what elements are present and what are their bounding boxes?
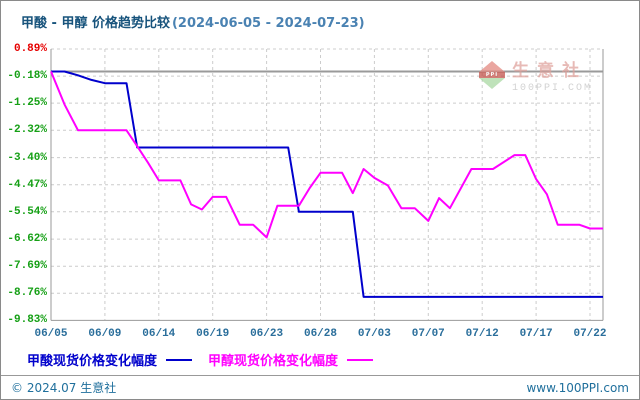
x-axis-label: 06/05	[34, 328, 68, 340]
brand-diamond-icon: PPI	[479, 61, 505, 89]
watermark-site: 100PPI.COM	[512, 83, 593, 94]
logo-bottom-triangle-icon	[479, 78, 505, 89]
legend: 甲酸现货价格变化幅度 甲醇现货价格变化幅度	[27, 350, 374, 369]
x-axis-label: 07/22	[573, 328, 607, 340]
x-axis-label: 06/23	[250, 328, 284, 340]
legend-label-formic-acid: 甲酸现货价格变化幅度	[27, 354, 158, 369]
formic-acid-line	[51, 70, 603, 298]
y-axis-label: 0.89%	[13, 43, 47, 55]
x-axis-label: 06/14	[142, 328, 176, 340]
y-axis-label: -2.32%	[7, 124, 47, 137]
y-axis-label: -6.62%	[7, 233, 47, 246]
chart-title-daterange: (2024-06-05 - 2024-07-23)	[171, 16, 365, 31]
footer-site-url: www.100PPI.com	[526, 380, 629, 395]
x-axis-label: 07/07	[411, 328, 445, 340]
chart-title-text: 甲酸 - 甲醇 价格趋势比较	[21, 16, 170, 31]
y-axis-label: -7.69%	[7, 260, 47, 273]
watermark: PPI 生意社 100PPI.COM	[479, 56, 592, 94]
chart-title: 甲酸 - 甲醇 价格趋势比较 (2024-06-05 - 2024-07-23)	[21, 12, 365, 31]
footer-bar: © 2024.07 生意社 www.100PPI.com	[1, 375, 639, 399]
footer-copyright: © 2024.07 生意社	[11, 381, 117, 395]
y-axis-label: -5.54%	[7, 205, 47, 218]
y-axis-label: -3.40%	[7, 151, 47, 164]
watermark-text: 生意社 100PPI.COM	[512, 56, 592, 94]
logo-band: PPI	[479, 72, 505, 78]
x-axis-label: 06/09	[88, 328, 122, 340]
x-axis-label: 07/17	[519, 328, 553, 340]
x-axis-label: 06/19	[196, 328, 230, 340]
x-axis-label: 06/28	[303, 328, 337, 340]
x-axis-label: 07/12	[465, 328, 499, 340]
y-axis-label: -4.47%	[7, 178, 47, 191]
watermark-brand: 生意社	[512, 61, 587, 81]
x-axis-label: 07/03	[357, 328, 391, 340]
logo-top-triangle-icon	[479, 61, 505, 72]
y-axis-label: -0.18%	[7, 70, 47, 83]
legend-line-formic-acid-icon	[166, 358, 193, 361]
y-axis-label: -9.83%	[7, 314, 47, 327]
methanol-line	[50, 71, 603, 239]
legend-line-methanol-icon	[347, 358, 374, 361]
y-axis-label: -1.25%	[7, 97, 47, 110]
y-axis-label: -8.76%	[7, 287, 47, 300]
legend-label-methanol: 甲醇现货价格变化幅度	[208, 354, 339, 369]
